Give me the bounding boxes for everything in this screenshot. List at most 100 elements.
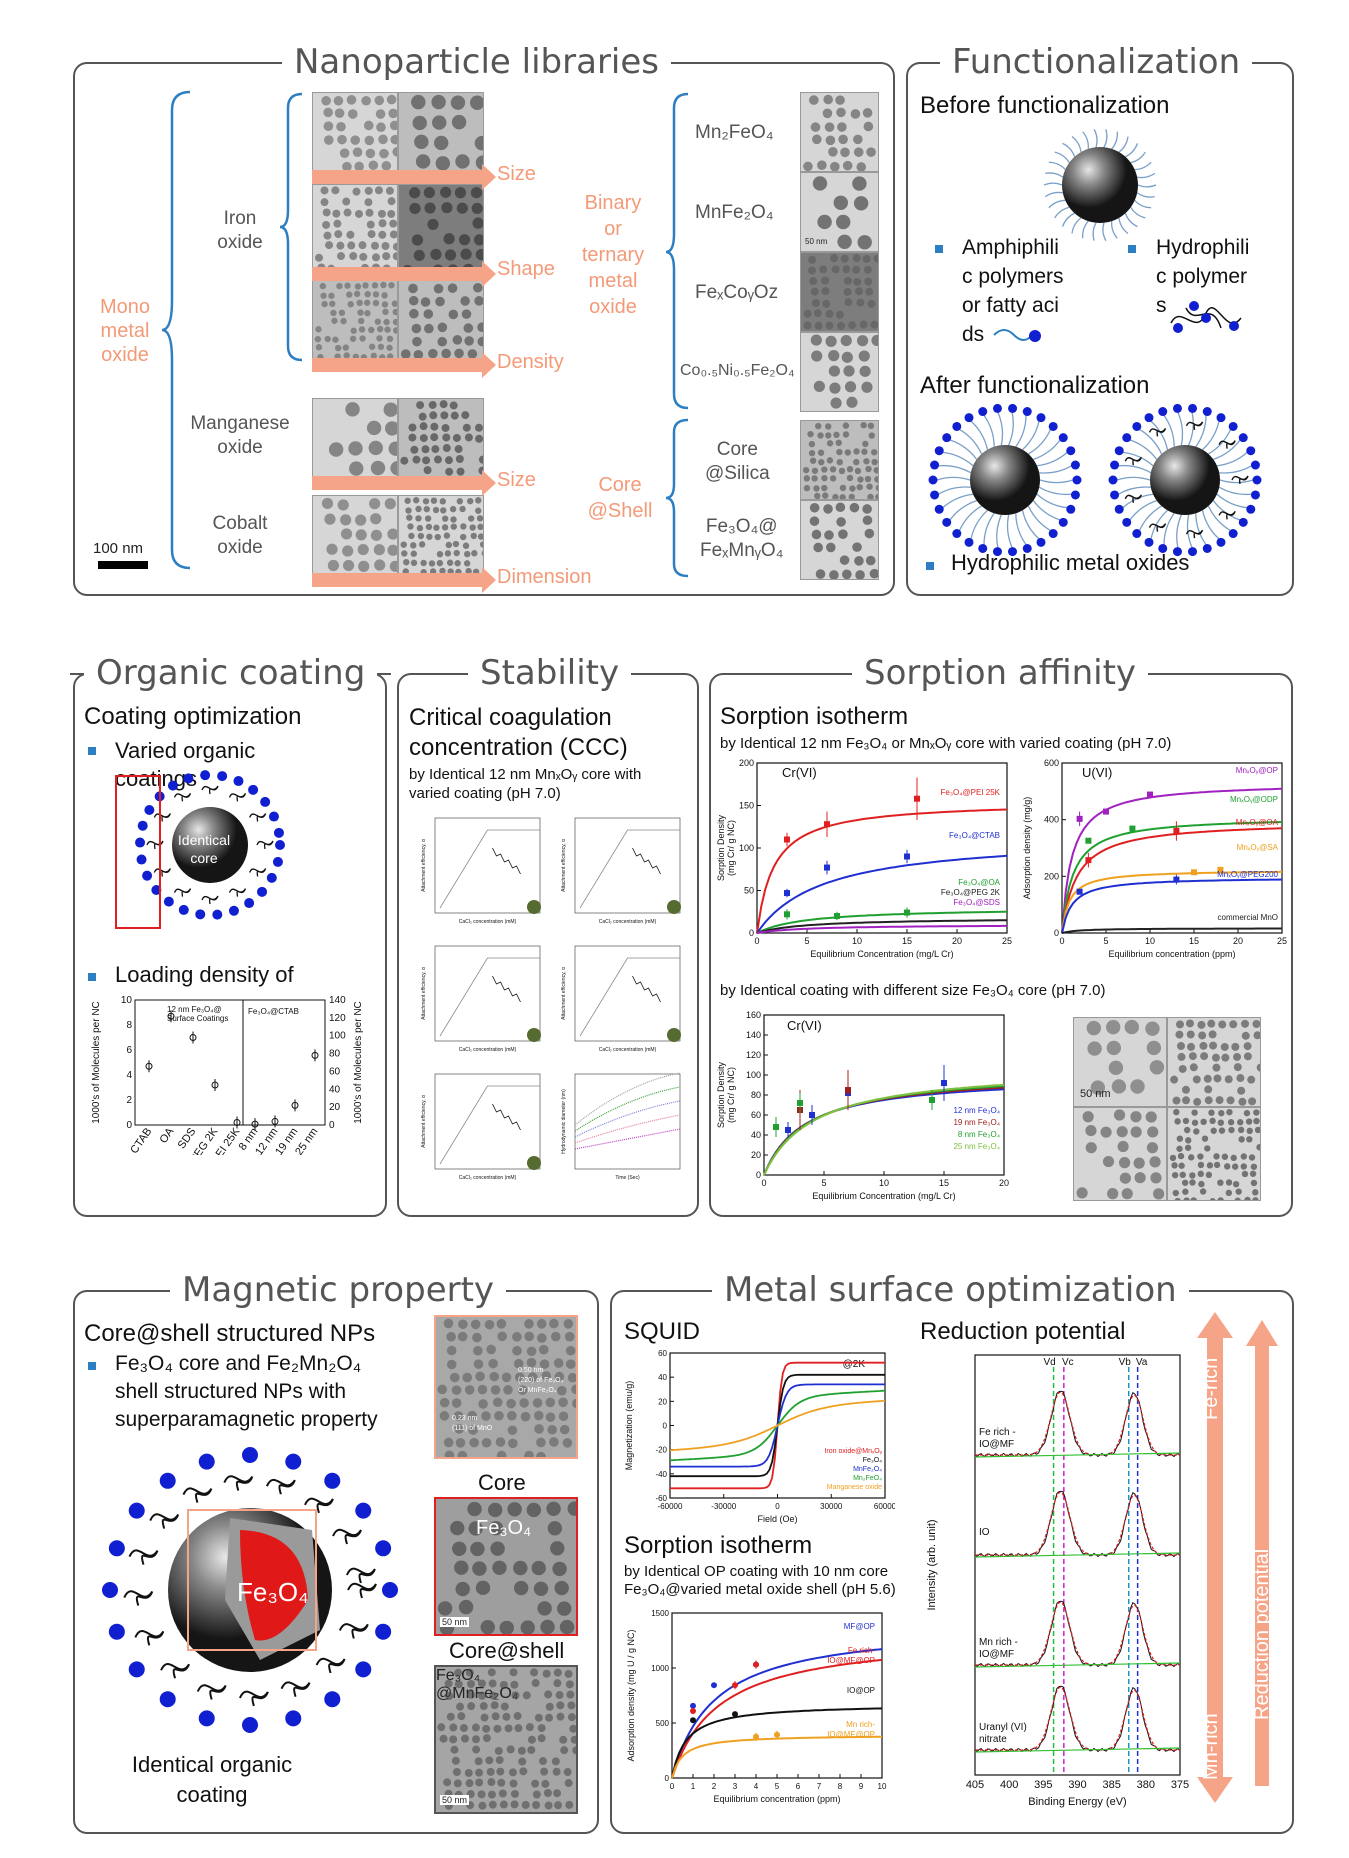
y-tick-label: 200 [739, 758, 754, 768]
x-category-label: CTAB [128, 1126, 154, 1155]
identical-organic-coating: Identical organic coating [131, 1752, 293, 1807]
legend-entry: 25 nm Fe₃O₄ [953, 1142, 1000, 1151]
data-point [904, 853, 910, 860]
legend-entry: IO@OP [847, 1686, 875, 1695]
legend-entry: Mn rich- [846, 1720, 875, 1729]
hydrophilic-metal-oxides-label: Hydrophilic metal oxides [951, 550, 1190, 575]
data-point [834, 913, 840, 919]
data-point [1076, 815, 1083, 822]
chart-xps: 405 400 395 390 385 380 375 Binding Energy (eV)… [926, 1354, 1189, 1808]
label-shape: Shape [497, 258, 555, 280]
x-category-label: OA [158, 1125, 177, 1145]
baseline [974, 1747, 1181, 1753]
legend-entry: MnFe₂O₄ [853, 1466, 882, 1473]
legend-entry: Fe₃O₄ [863, 1457, 882, 1464]
ccc-subplot [434, 945, 541, 1042]
data-point [1076, 888, 1083, 895]
fit-line [975, 1391, 1180, 1456]
x-tick-label: -30000 [711, 1502, 736, 1511]
y-tick-label: 40 [751, 1130, 761, 1140]
x-tick-label: 10 [1145, 936, 1155, 946]
data-point [845, 1087, 851, 1093]
y-tick-label-right: 60 [329, 1066, 341, 1077]
formula-fexcoyoz: FeₓCoᵧOz [695, 282, 779, 303]
series-line [756, 919, 1007, 934]
data-point [1147, 791, 1153, 798]
data-point [824, 821, 830, 828]
x-tick-label: 0 [754, 936, 759, 946]
x-tick-label: 15 [902, 936, 912, 946]
x-tick-label: 15 [939, 1178, 949, 1188]
np-before [1043, 128, 1157, 242]
series-line [669, 1399, 886, 1452]
x-tick-label: 400 [1000, 1779, 1018, 1791]
series-line [671, 1658, 883, 1779]
identical-core-label: Identical core [177, 832, 231, 866]
bullet-amphiphilic [935, 245, 943, 253]
fe-mn-arrow [1197, 1312, 1233, 1803]
np-after-1 [928, 403, 1082, 557]
data-point [690, 1707, 696, 1714]
squid-heading: SQUID [624, 1318, 701, 1345]
legend-right: Fe₃O₄@CTAB [248, 1007, 299, 1016]
arrow-size [312, 164, 496, 190]
ccc-ylabel: Attachment efficiency, α [561, 967, 567, 1020]
y-axis-label: Sorption Density [716, 814, 726, 881]
x-tick-label: 30000 [820, 1502, 843, 1511]
x-tick-label: 25 [1277, 936, 1287, 946]
tem-iron-size-2 [398, 92, 484, 179]
highlight-box [115, 775, 161, 929]
scale-bar-label: 100 nm [93, 540, 144, 557]
tem-size-2 [1167, 1017, 1261, 1107]
hydrophilic-polymer-label: Hydrophili c polymer s [1156, 236, 1250, 317]
tem-coni [800, 332, 879, 412]
reduction-arrow [1246, 1320, 1278, 1786]
tem-mn2feo4 [800, 92, 879, 172]
y-axis-label: Sorption Density [716, 1061, 726, 1128]
varied-organic-label: Varied organic coatings [115, 738, 256, 791]
legend-entry: Mn₂FeO₄ [853, 1475, 882, 1482]
data-point [1103, 808, 1109, 815]
legend-entry: Iron oxide@MnₓOᵧ [824, 1448, 882, 1455]
fe-rich-label: Fe-rich [1200, 1357, 1222, 1420]
y-tick-label: 500 [656, 1719, 670, 1728]
ccc-xlabel: Time (Sec) [615, 1175, 640, 1181]
x-tick-label: 380 [1137, 1779, 1155, 1791]
label-density: Density [497, 351, 564, 373]
peak-label: Va [1136, 1357, 1148, 1368]
data-point [1173, 828, 1180, 834]
y-tick-label: -60 [655, 1494, 667, 1503]
ccc-xlabel: CaCl₂ concentration (mM) [599, 1047, 657, 1053]
x-category-label: 25 nm [293, 1126, 320, 1155]
series-line [763, 1083, 1005, 1176]
x-tick-label: 1 [691, 1782, 696, 1791]
x-tick-label: 8 [838, 1782, 843, 1791]
tem-core: Fe₃O₄ 50 nm [434, 1497, 578, 1636]
series-line [756, 910, 1007, 934]
x-tick-label: 4 [754, 1782, 759, 1791]
y-axis-label: Adsorption density (mg U / g NC) [626, 1629, 636, 1761]
legend-entry: Manganese oxide [827, 1484, 882, 1491]
formula-mnfe2o4: MnFe₂O₄ [695, 202, 774, 223]
plot-frame [134, 999, 326, 1126]
legend-entry: Fe₃O₄@OA [958, 878, 1000, 887]
series-line [1061, 787, 1283, 934]
y-tick-label: 140 [746, 1030, 761, 1040]
data-point [904, 909, 910, 916]
metal-sorption-sub: by Identical OP coating with 10 nm core F… [624, 1563, 896, 1598]
formula-mn2feo4: Mn₂FeO₄ [695, 122, 774, 143]
spectrum [974, 1685, 1181, 1753]
x-tick-label: 0 [761, 1178, 766, 1188]
chart-crvi-coating: 0 50 100 150 200 0 5 10 15 20 25 Equilibrium Concen… [716, 758, 1012, 959]
tem-iron-density-2 [398, 280, 484, 362]
y-tick-label: 600 [1044, 758, 1059, 768]
x-tick-label: 0 [670, 1782, 675, 1791]
x-tick-label: 10 [879, 1178, 889, 1188]
data-point [784, 890, 790, 897]
title-sorption-affinity: Sorption affinity [837, 653, 1163, 693]
formula-core-silica: Core @Silica [705, 439, 770, 484]
data-point [732, 1682, 738, 1689]
y-tick-label: 150 [739, 801, 754, 811]
data-point [1217, 866, 1224, 873]
